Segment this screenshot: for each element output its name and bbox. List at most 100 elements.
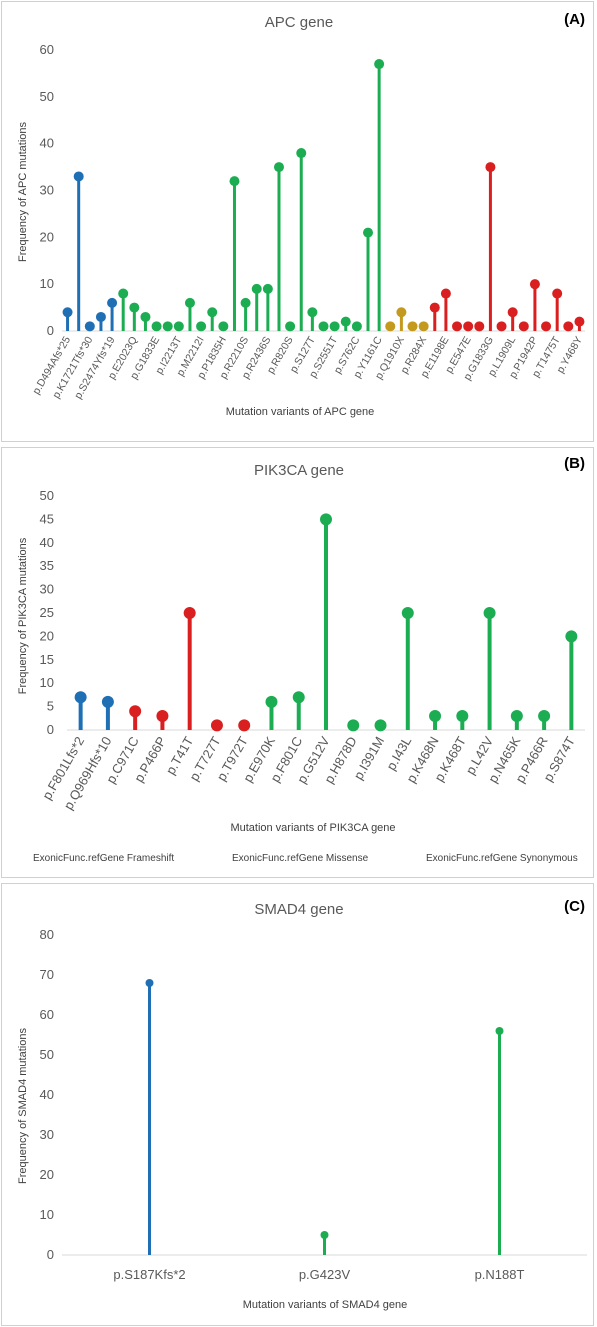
lollipop-point (456, 709, 469, 722)
lollipop-point (374, 719, 387, 732)
x-axis-title: Mutation variants of SMAD4 gene (243, 1299, 407, 1311)
lollipop-point (429, 302, 440, 313)
lollipop-point (463, 321, 474, 332)
lollipop-point (320, 513, 332, 526)
lollipop-point (440, 288, 451, 299)
lollipop-point (251, 283, 262, 294)
lollipop-point (485, 162, 496, 173)
chart-title: APC gene (265, 14, 333, 31)
legend-frameshift: ExonicFunc.refGene Frameshift (33, 853, 174, 864)
lollipop-point (565, 630, 578, 643)
pik3ca-chart: PIK3CA gene (B) Mutation variants of PIK… (17, 455, 585, 864)
lollipop-point (229, 176, 240, 187)
lollipop-point (207, 307, 218, 318)
lollipop-point (84, 321, 95, 332)
smad4-chart-panel: SMAD4 gene (C) Mutation variants of SMAD… (1, 883, 594, 1326)
lollipop-point (574, 316, 585, 327)
y-tick-label: 80 (40, 927, 54, 942)
y-axis-title: Frequency of SMAD4 mutations (17, 1028, 29, 1184)
y-tick-label: 30 (40, 183, 54, 198)
lollipop-point (363, 227, 374, 238)
legend-synonymous: ExonicFunc.refGene Synonymous (426, 853, 578, 864)
lollipop-point (401, 607, 414, 619)
y-axis-title: Frequency of PIK3CA mutations (17, 537, 29, 694)
apc-chart: APC gene (A) Mutation variants of APC ge… (17, 11, 585, 418)
y-tick-label: 20 (40, 628, 54, 643)
y-tick-label: 30 (40, 582, 54, 597)
lollipop-point (173, 321, 184, 332)
x-axis-title: Mutation variants of APC gene (226, 406, 375, 418)
lollipop-point (518, 321, 529, 332)
lollipop-point (529, 279, 540, 290)
lollipop-point (95, 311, 106, 322)
lollipop-point (351, 321, 362, 332)
lollipop-point (107, 297, 118, 308)
lollipop-point (292, 691, 305, 704)
y-tick-label: 5 (47, 699, 54, 714)
lollipop-point (285, 321, 296, 332)
lollipop-point (129, 705, 142, 718)
panel-label: (C) (564, 898, 585, 915)
y-tick-label: 10 (40, 1207, 54, 1222)
lollipop-point (538, 709, 551, 722)
y-tick-label: 60 (40, 1007, 54, 1022)
lollipop-point (396, 307, 407, 318)
chart-title: PIK3CA gene (254, 462, 344, 479)
smad4-chart: SMAD4 gene (C) Mutation variants of SMAD… (17, 898, 587, 1311)
x-axis-title: Mutation variants of PIK3CA gene (230, 822, 395, 834)
lollipop-point (238, 719, 251, 732)
legend-missense: ExonicFunc.refGene Missense (232, 853, 369, 864)
y-tick-label: 25 (40, 605, 54, 620)
lollipop-point (262, 283, 273, 294)
lollipop-point (340, 316, 351, 327)
y-tick-label: 40 (40, 136, 54, 151)
x-tick-label: p.G423V (299, 1267, 351, 1282)
y-tick-label: 45 (40, 511, 54, 526)
lollipop-point (73, 171, 84, 182)
panel-label: (A) (564, 11, 585, 28)
lollipop-point (329, 321, 340, 332)
y-tick-label: 0 (47, 722, 54, 737)
lollipop-point (118, 288, 129, 299)
lollipop-point (183, 607, 196, 619)
lollipop-point (273, 162, 284, 173)
y-tick-label: 0 (47, 1247, 54, 1262)
lollipop-point (510, 709, 523, 722)
lollipop-point (429, 709, 442, 722)
lollipop-point (474, 321, 485, 332)
lollipop-point (552, 288, 563, 299)
lollipop-point (374, 59, 385, 70)
y-tick-label: 0 (47, 323, 54, 338)
lollipop-point (452, 321, 463, 332)
y-tick-label: 10 (40, 276, 54, 291)
lollipop-point (145, 979, 154, 987)
lollipop-point (101, 695, 114, 708)
y-axis-title: Frequency of APC mutations (17, 121, 29, 262)
lollipop-point (495, 1027, 504, 1035)
x-tick-label: p.S187Kfs*2 (113, 1267, 185, 1282)
y-tick-label: 50 (40, 488, 54, 503)
lollipop-point (483, 607, 496, 619)
lollipop-point (151, 321, 162, 332)
lollipop-point (218, 321, 229, 332)
lollipop-point (210, 719, 223, 732)
lollipop-point (140, 311, 151, 322)
lollipop-point (496, 321, 507, 332)
lollipop-point (385, 321, 396, 332)
y-tick-label: 50 (40, 1047, 54, 1062)
y-tick-label: 30 (40, 1127, 54, 1142)
lollipop-point (347, 719, 360, 732)
lollipop-point (418, 321, 429, 332)
lollipop-point (240, 297, 251, 308)
lollipop-point (541, 321, 552, 332)
pik3ca-chart-panel: PIK3CA gene (B) Mutation variants of PIK… (1, 447, 594, 878)
y-tick-label: 10 (40, 675, 54, 690)
lollipop-point (196, 321, 207, 332)
y-tick-label: 20 (40, 1167, 54, 1182)
lollipop-point (62, 307, 73, 318)
lollipop-point (407, 321, 418, 332)
lollipop-point (156, 709, 169, 722)
y-tick-label: 20 (40, 229, 54, 244)
lollipop-point (507, 307, 518, 318)
panel-label: (B) (564, 455, 585, 472)
